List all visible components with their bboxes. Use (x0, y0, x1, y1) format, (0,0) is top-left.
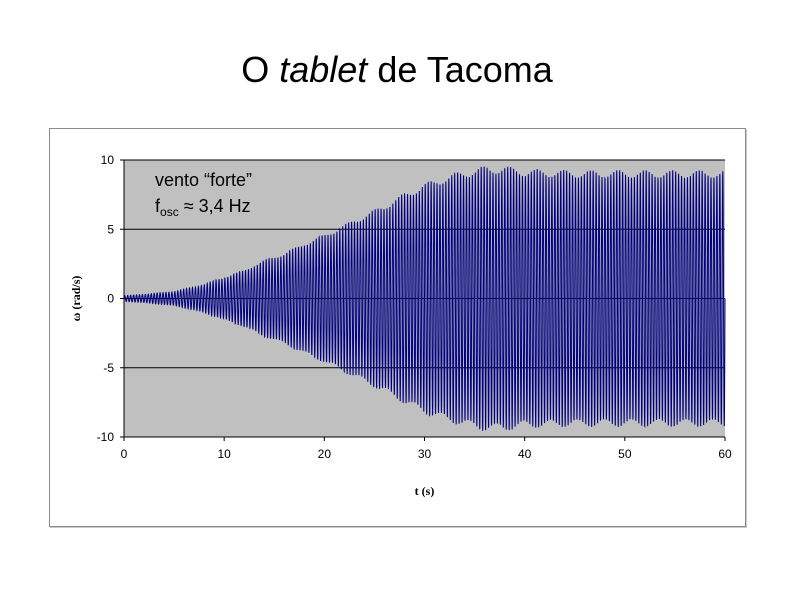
chart-frame: 10 5 0 -5 -10 0 10 20 30 40 50 60 t (s) ω (rad/s) ven… (49, 128, 746, 527)
annotation-frequency-symbol: f (155, 196, 161, 216)
x-tick-label: 0 (121, 447, 128, 461)
slide-title-pre: O (241, 49, 280, 90)
y-axis-label: ω (rad/s) (69, 276, 83, 322)
annotation-frequency: fosc ≈ 3,4 Hz (155, 197, 251, 218)
y-tick-label: 5 (107, 222, 114, 236)
x-tick-label: 20 (318, 447, 332, 461)
y-tick-label: 10 (101, 153, 115, 167)
slide-title-post: de Tacoma (367, 49, 553, 90)
slide-title: O tablet de Tacoma (0, 52, 794, 88)
slide-title-emphasis: tablet (279, 49, 368, 90)
x-axis-label: t (s) (415, 484, 435, 498)
x-tick-label: 50 (618, 447, 632, 461)
annotation-frequency-value: ≈ 3,4 Hz (178, 196, 251, 216)
x-tick-label: 60 (718, 447, 732, 461)
annotation-wind: vento “forte” (155, 170, 253, 190)
y-tick-label: -5 (103, 361, 114, 375)
x-tick-label: 30 (418, 447, 432, 461)
y-tick-label: 0 (107, 292, 114, 306)
x-tick-label: 10 (217, 447, 231, 461)
series-line (123, 166, 726, 431)
x-tick-label: 40 (518, 447, 532, 461)
y-tick-label: -10 (97, 430, 115, 444)
annotation-frequency-subscript: osc (160, 205, 179, 219)
